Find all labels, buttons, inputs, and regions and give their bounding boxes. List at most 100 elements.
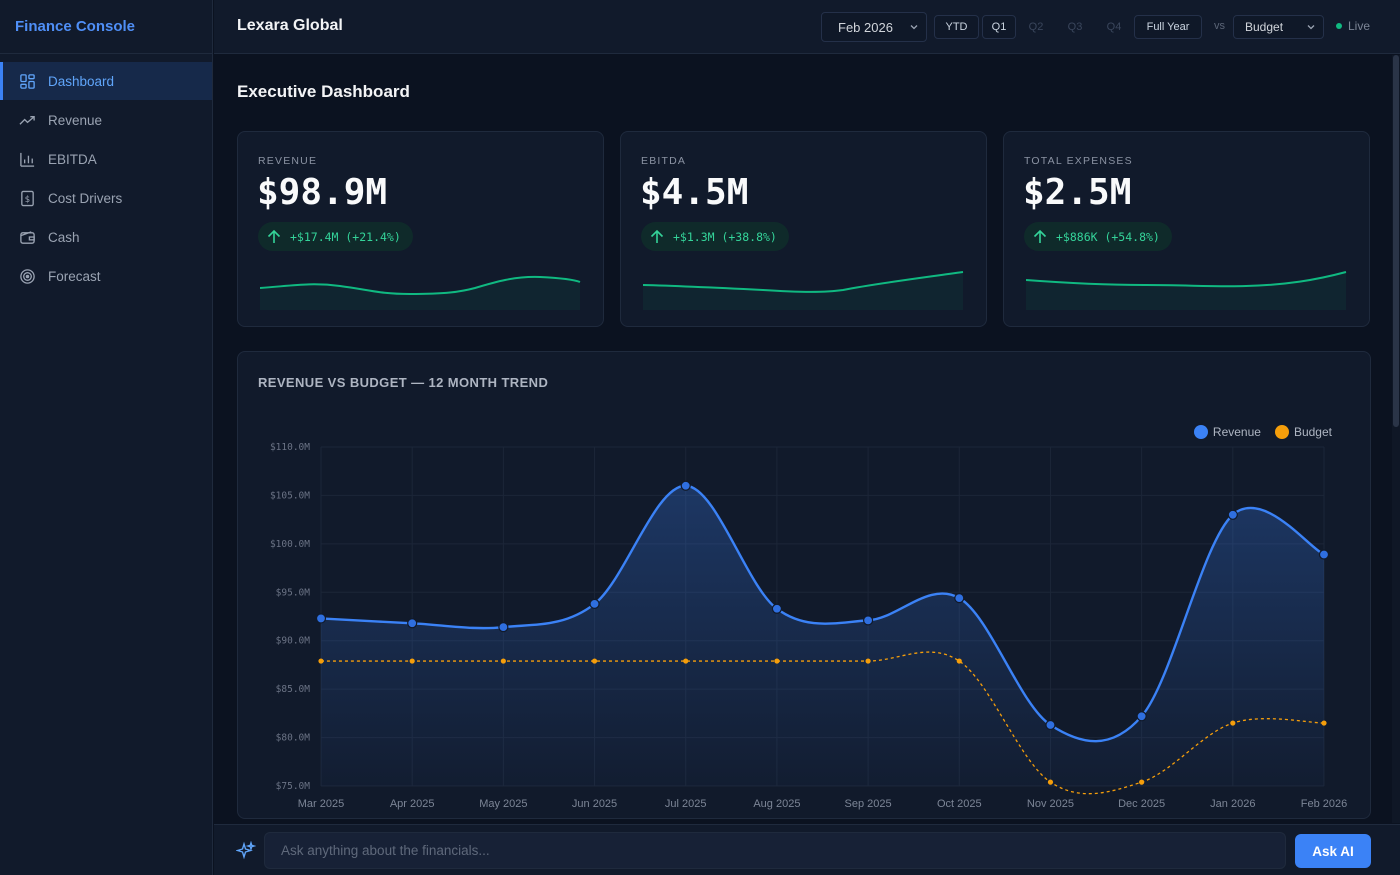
period-q2-button[interactable]: Q2: [1028, 21, 1044, 33]
kpi-delta-text: +$886K (+54.8%): [1056, 229, 1160, 244]
period-full-year-button[interactable]: Full Year: [1134, 15, 1202, 39]
revenue-point: [1227, 509, 1238, 520]
period-ytd-button[interactable]: YTD: [934, 15, 979, 39]
y-tick-label: $90.0M: [276, 636, 311, 647]
budget-point: [409, 658, 415, 664]
kpi-delta-badge: +$17.4M (+21.4%): [258, 222, 413, 251]
sidebar-item-cost-drivers[interactable]: $ Cost Drivers: [0, 179, 212, 217]
y-tick-label: $100.0M: [270, 539, 310, 550]
x-tick-label: Aug 2025: [753, 798, 800, 810]
y-tick-label: $80.0M: [276, 733, 311, 744]
live-indicator: Live: [1335, 19, 1370, 33]
revenue-point: [589, 598, 600, 610]
revenue-point: [1136, 711, 1147, 722]
trending-up-icon: [19, 112, 36, 129]
kpi-value: $98.9M: [257, 172, 388, 213]
budget-point: [591, 658, 598, 664]
budget-point: [865, 658, 871, 664]
x-tick-label: Jun 2025: [572, 798, 617, 810]
legend-label: Budget: [1293, 425, 1332, 439]
sidebar-item-label: Revenue: [48, 112, 103, 128]
sidebar-item-revenue[interactable]: Revenue: [0, 101, 212, 139]
revenue-budget-chart-card: $75.0M $80.0M $85.0M $90.0M $95.0M $100.0M $10…: [237, 351, 1371, 819]
kpi-card-ebitda: EBITDA $4.5M +$1.3M (+38.8%): [620, 131, 987, 327]
sidebar-item-dashboard[interactable]: Dashboard: [0, 62, 212, 100]
ask-ai-input[interactable]: [264, 832, 1286, 869]
y-tick-label: $75.0M: [276, 781, 311, 792]
kpi-label: REVENUE: [258, 155, 318, 167]
budget-point: [1230, 720, 1236, 726]
receipt-dollar-icon: $: [19, 190, 36, 207]
y-tick-label: $105.0M: [270, 490, 310, 501]
revenue-sparkline: [260, 275, 581, 310]
budget-point: [1047, 779, 1054, 785]
budget-point: [1321, 720, 1327, 726]
app-brand[interactable]: Finance Console: [0, 0, 212, 54]
legend-item-revenue[interactable]: Revenue: [1193, 425, 1261, 439]
x-tick-label: Oct 2025: [937, 798, 982, 810]
sidebar: Finance Console Dashboard Revenue EBITDA…: [0, 0, 213, 875]
bar-chart-icon: [19, 151, 36, 168]
top-bar: Lexara Global Feb 2026 YTD Q1 Q2 Q3 Q4 F…: [214, 0, 1400, 54]
chevron-down-icon: [910, 25, 918, 30]
kpi-value: $2.5M: [1023, 172, 1132, 213]
revenue-point: [1045, 719, 1056, 731]
revenue-budget-chart[interactable]: $75.0M $80.0M $85.0M $90.0M $95.0M $100.0M $10…: [238, 352, 1372, 820]
live-label: Live: [1347, 19, 1370, 33]
revenue-point: [315, 613, 327, 624]
x-tick-label: Sep 2025: [845, 798, 892, 810]
x-tick-label: Nov 2025: [1027, 798, 1074, 810]
sparkles-icon: [236, 841, 256, 860]
revenue-point: [771, 603, 783, 614]
comparison-select[interactable]: Budget: [1233, 15, 1324, 39]
arrow-up-icon: [1033, 229, 1047, 243]
kpi-card-total-expenses: TOTAL EXPENSES $2.5M +$886K (+54.8%): [1003, 131, 1370, 327]
ask-ai-button[interactable]: Ask AI: [1295, 834, 1371, 868]
kpi-label: TOTAL EXPENSES: [1024, 155, 1133, 167]
budget-point: [683, 658, 689, 664]
legend-label: Revenue: [1212, 425, 1261, 439]
budget-point: [774, 658, 780, 664]
budget-point: [956, 658, 962, 664]
live-status-dot: [1335, 23, 1342, 29]
svg-text:$: $: [25, 194, 30, 204]
y-tick-label: $95.0M: [276, 587, 311, 598]
period-q4-button[interactable]: Q4: [1106, 21, 1122, 33]
main-scrollbar[interactable]: [1392, 55, 1400, 823]
sidebar-nav: Dashboard Revenue EBITDA $ Cost Drivers …: [0, 62, 212, 295]
sidebar-item-forecast[interactable]: Forecast: [0, 257, 212, 295]
x-tick-label: Jan 2026: [1210, 798, 1255, 810]
comparison-select-value: Budget: [1245, 20, 1284, 34]
sidebar-item-cash[interactable]: Cash: [0, 218, 212, 256]
target-icon: [19, 268, 36, 285]
revenue-point: [862, 615, 874, 626]
x-tick-label: Dec 2025: [1118, 798, 1165, 810]
arrow-up-icon: [267, 229, 281, 243]
kpi-delta-text: +$17.4M (+21.4%): [290, 229, 401, 244]
period-q3-button[interactable]: Q3: [1067, 21, 1083, 33]
budget-point: [1139, 779, 1145, 785]
period-q1-button[interactable]: Q1: [982, 15, 1016, 39]
period-select-value: Feb 2026: [838, 19, 893, 35]
x-tick-label: Jul 2025: [665, 798, 707, 810]
chevron-down-icon: [1307, 25, 1315, 30]
kpi-delta-badge: +$1.3M (+38.8%): [641, 222, 789, 251]
legend-swatch: [1274, 425, 1289, 439]
x-tick-label: May 2025: [479, 798, 527, 810]
y-tick-label: $110.0M: [270, 442, 310, 453]
y-tick-label: $85.0M: [276, 684, 311, 695]
chart-title: REVENUE VS BUDGET — 12 MONTH TREND: [258, 375, 549, 390]
sidebar-item-label: EBITDA: [48, 151, 97, 167]
company-name: Lexara Global: [237, 17, 343, 34]
period-select[interactable]: Feb 2026: [821, 12, 927, 42]
revenue-point: [954, 592, 965, 604]
sidebar-item-label: Cash: [48, 229, 80, 245]
expenses-sparkline: [1026, 271, 1347, 310]
legend-item-budget[interactable]: Budget: [1274, 425, 1332, 439]
ask-ai-bar: Ask AI: [214, 824, 1400, 875]
main-content: Executive Dashboard REVENUE $98.9M +$17.…: [214, 55, 1392, 823]
budget-point: [318, 658, 324, 664]
sidebar-item-label: Cost Drivers: [48, 190, 123, 206]
sidebar-item-ebitda[interactable]: EBITDA: [0, 140, 212, 178]
scrollbar-thumb[interactable]: [1393, 55, 1399, 427]
